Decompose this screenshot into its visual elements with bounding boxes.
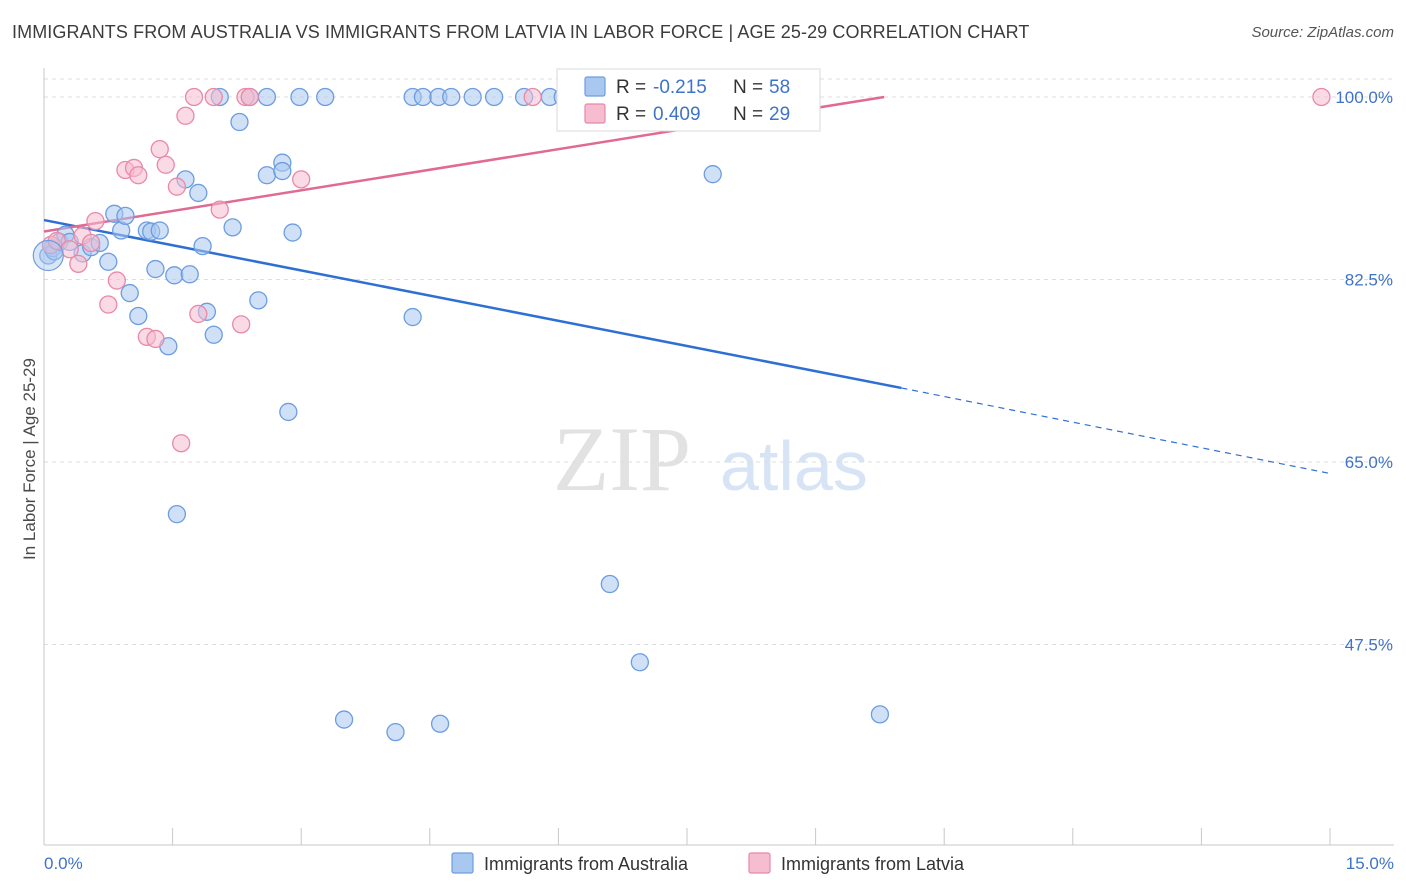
point-blue-17: [147, 261, 164, 278]
legend-swatch-latvia: [585, 104, 605, 123]
point-blue-55: [631, 654, 648, 671]
point-pink-6: [87, 213, 104, 230]
point-cluster-large: [33, 241, 63, 271]
point-blue-27: [205, 326, 222, 343]
point-pink-27: [524, 89, 541, 106]
point-pink-23: [233, 316, 250, 333]
point-blue-50: [486, 89, 503, 106]
x-tick-label-max: 15.0%: [1346, 854, 1394, 873]
point-blue-38: [284, 224, 301, 241]
point-blue-21: [168, 506, 185, 523]
point-pink-7: [100, 296, 117, 313]
legend-swatch-australia: [585, 77, 605, 96]
gridlines: [44, 79, 1394, 645]
series-legend: Immigrants from Australia Immigrants fro…: [452, 853, 965, 874]
point-blue-33: [258, 89, 275, 106]
point-pink-22: [211, 201, 228, 218]
scatter-chart: ZIP atlas 100.0% 82.5% 65.0% 47.5% In Labor…: [0, 0, 1406, 892]
point-pink-21: [205, 89, 222, 106]
point-blue-41: [336, 711, 353, 728]
point-blue-29: [224, 219, 241, 236]
y-tick-label-2: 65.0%: [1345, 453, 1393, 472]
point-blue-12: [117, 207, 134, 224]
point-blue-45: [414, 89, 431, 106]
point-blue-34: [258, 167, 275, 184]
point-pink-18: [177, 107, 194, 124]
bottom-legend-label-latvia: Immigrants from Latvia: [781, 854, 965, 874]
point-blue-48: [443, 89, 460, 106]
point-blue-9: [100, 253, 117, 270]
point-blue-40: [317, 89, 334, 106]
bottom-legend-swatch-australia: [452, 853, 473, 873]
point-blue-49: [464, 89, 481, 106]
point-blue-30: [231, 114, 248, 131]
point-blue-47: [432, 715, 449, 732]
point-blue-23: [181, 266, 198, 283]
legend-n-label-1: N =: [733, 77, 763, 98]
point-pink-8: [108, 272, 125, 289]
point-blue-39: [291, 89, 308, 106]
point-pink-15: [157, 156, 174, 173]
legend-r-value-1: -0.215: [653, 77, 707, 98]
legend-n-value-2: 29: [769, 104, 790, 125]
y-tick-label-1: 82.5%: [1345, 271, 1393, 290]
point-pink-5: [83, 235, 100, 252]
axes: 100.0% 82.5% 65.0% 47.5%: [44, 68, 1394, 845]
correlation-legend: R = -0.215 N = 58 R = 0.409 N = 29: [557, 69, 820, 131]
point-blue-14: [130, 308, 147, 325]
bottom-legend-swatch-latvia: [749, 853, 770, 873]
legend-r-label-1: R =: [616, 77, 646, 98]
point-pink-19: [186, 89, 203, 106]
y-tick-label-0: 100.0%: [1335, 88, 1393, 107]
point-pink-16: [168, 178, 185, 195]
point-blue-57: [871, 706, 888, 723]
y-tick-label-3: 47.5%: [1345, 636, 1393, 655]
point-blue-54: [601, 576, 618, 593]
legend-r-label-2: R =: [616, 104, 646, 125]
point-pink-25: [241, 89, 258, 106]
point-pink-20: [190, 305, 207, 322]
point-blue-20: [166, 267, 183, 284]
point-pink-26: [293, 171, 310, 188]
point-blue-37: [280, 403, 297, 420]
point-blue-42: [387, 724, 404, 741]
bottom-legend-label-australia: Immigrants from Australia: [484, 854, 689, 874]
legend-r-value-2: 0.409: [653, 104, 701, 125]
watermark-atlas: atlas: [720, 427, 868, 505]
point-pink-17: [173, 435, 190, 452]
point-blue-25: [194, 238, 211, 255]
trend-line-dashed-blue: [901, 388, 1330, 474]
point-blue-18: [151, 222, 168, 239]
watermark-zip: ZIP: [553, 408, 691, 510]
point-blue-32: [250, 292, 267, 309]
x-tick-label-min: 0.0%: [44, 854, 83, 873]
point-blue-36: [274, 163, 291, 180]
point-pink-13: [147, 330, 164, 347]
point-pink-29: [1313, 89, 1330, 106]
y-axis-title: In Labor Force | Age 25-29: [20, 358, 39, 560]
point-pink-3: [70, 255, 87, 272]
trend-line-blue: [44, 220, 901, 388]
point-blue-43: [404, 309, 421, 326]
legend-n-value-1: 58: [769, 77, 790, 98]
point-blue-24: [190, 184, 207, 201]
legend-n-label-2: N =: [733, 104, 763, 125]
point-pink-14: [151, 141, 168, 158]
point-pink-11: [130, 167, 147, 184]
point-blue-56: [704, 166, 721, 183]
point-blue-13: [121, 285, 138, 302]
